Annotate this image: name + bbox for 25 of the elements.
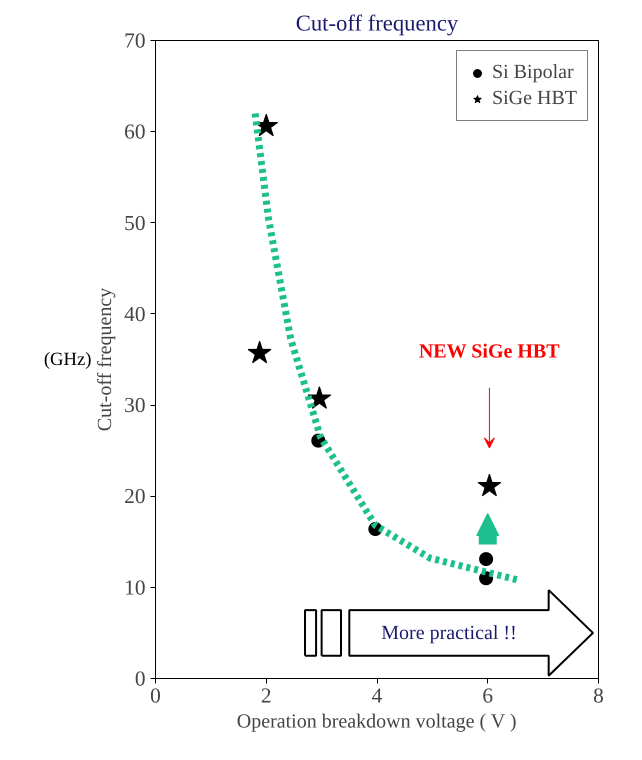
legend-label: SiGe HBT [492,87,577,110]
x-tick-label: 4 [372,684,383,708]
x-tick-label: 6 [482,684,494,708]
annotation: More practical !! [381,622,517,644]
x-tick-label: 0 [150,684,161,708]
text: (GHz) [44,349,92,370]
point [478,474,502,496]
y-axis-title: Cut-off frequency [94,288,116,432]
x-tick-label: 8 [593,684,604,708]
chart-title: Cut-off frequency [296,10,459,36]
y-tick-label: 30 [124,393,146,418]
legend-label: Si Bipolar [492,61,574,84]
x-axis-title: Operation breakdown voltage ( V ) [236,710,517,732]
annotation: NEW SiGe HBT [418,340,560,362]
y-tick-label: 10 [124,575,146,600]
x-tick-label: 2 [260,684,272,708]
y-tick-label: 70 [124,28,146,52]
point [479,552,494,566]
point [248,340,272,364]
y-tick-label: 60 [124,120,146,144]
y-tick-label: 0 [134,666,146,690]
point [307,386,332,409]
y-tick-label: 20 [124,484,146,508]
y-tick-label: 50 [124,210,146,235]
y-tick-label: 40 [124,302,146,326]
